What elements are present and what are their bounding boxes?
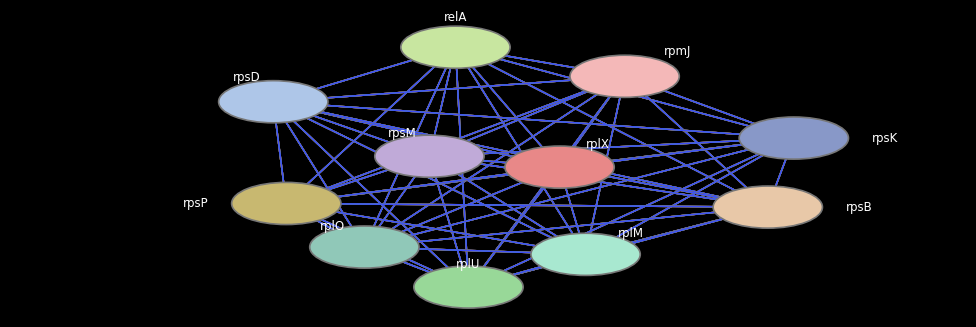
Ellipse shape [713, 186, 823, 228]
Ellipse shape [739, 117, 848, 159]
Ellipse shape [309, 226, 419, 268]
Text: rplM: rplM [618, 227, 644, 240]
Text: rpsD: rpsD [232, 71, 261, 84]
Ellipse shape [401, 26, 510, 68]
Text: rpsM: rpsM [387, 127, 417, 140]
Text: rplO: rplO [320, 219, 345, 232]
Text: rpmJ: rpmJ [664, 45, 691, 58]
Ellipse shape [231, 182, 341, 225]
Ellipse shape [531, 233, 640, 275]
Text: rpsP: rpsP [183, 197, 208, 210]
Ellipse shape [375, 135, 484, 177]
Ellipse shape [219, 81, 328, 123]
Ellipse shape [570, 55, 679, 97]
Text: rpsB: rpsB [846, 200, 873, 214]
Text: rpsK: rpsK [872, 131, 898, 145]
Ellipse shape [505, 146, 614, 188]
Text: rplX: rplX [586, 138, 609, 151]
Text: relA: relA [444, 10, 468, 24]
Text: rplU: rplU [457, 258, 480, 271]
Ellipse shape [414, 266, 523, 308]
